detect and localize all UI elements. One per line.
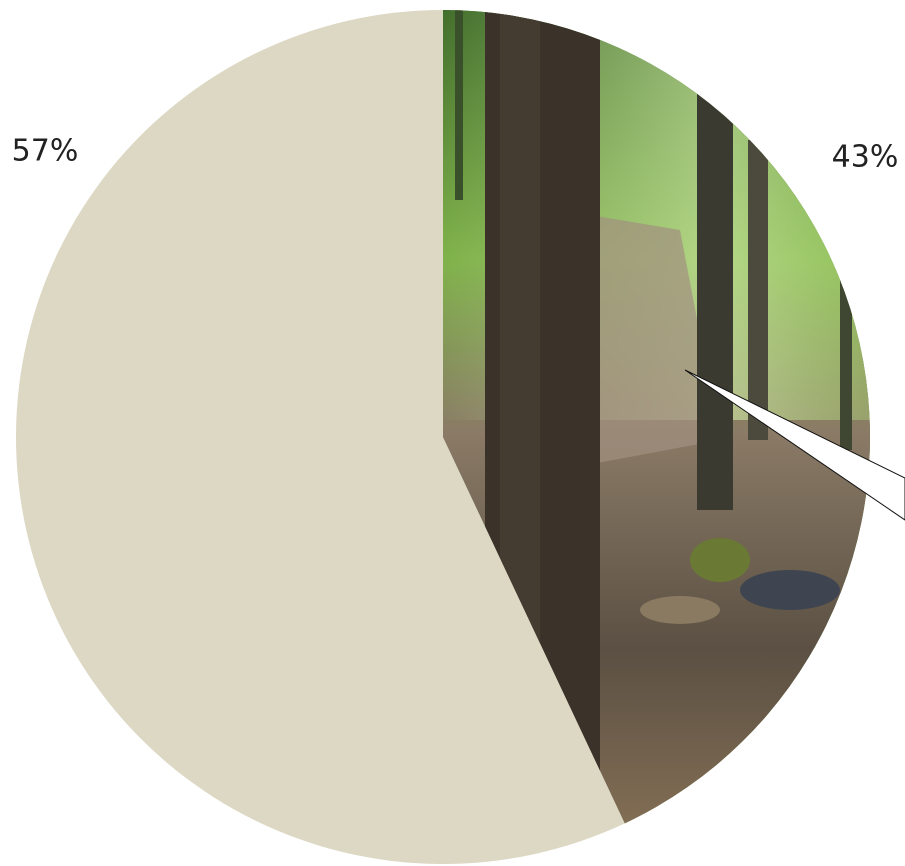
value-label: 43% bbox=[832, 140, 899, 175]
value-label: 57% bbox=[12, 134, 79, 169]
pie-slice bbox=[15, 10, 625, 865]
labels: 43% 57% bbox=[12, 134, 899, 175]
callout-wedge bbox=[684, 369, 905, 521]
